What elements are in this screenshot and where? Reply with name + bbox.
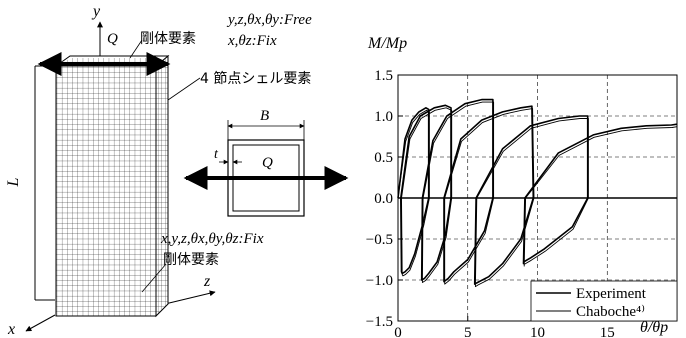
x-tick-label: 0 [394,325,402,338]
y-tick-label: 1.5 [374,68,393,84]
chart-curves [397,98,678,288]
chart-ticks: 1.5 1.0 0.5 0.0 −0.5 −1.0 −1.50 5 10 15 [366,68,615,338]
axis-y-label: y [91,3,101,20]
top-bc-fix: x,θz:Fix [227,33,277,49]
shell-element-label: 4 節点シェル要素 [200,70,311,87]
legend-box [530,280,678,322]
y-tick-label: −1.5 [366,314,393,330]
y-tick-label: −0.5 [366,232,393,248]
cross-section [183,120,349,217]
axis-x-label: x [7,321,15,338]
rigid-element-top-label: 剛体要素 [140,31,196,47]
leader-shell [167,77,201,101]
length-label: L [5,177,22,187]
length-bracket [34,65,55,301]
chart-legend: Experiment Chaboche⁴⁾ [530,280,678,322]
rigid-element-top [62,58,160,62]
column-side-face [155,54,169,318]
column-front-face [55,65,157,317]
y-tick-label: −1.0 [366,273,393,289]
y-tick-label: 1.0 [374,109,393,125]
section-thickness-label: t [214,147,219,162]
moment-rotation-chart: 1.5 1.0 0.5 0.0 −0.5 −1.0 −1.50 5 10 15 M/Mp θ/θp… [366,35,678,338]
leader-rigid-top [129,39,143,59]
section-width-label: B [260,108,269,124]
legend-label-experiment: Experiment [576,286,647,302]
chart-xlabel: θ/θp [640,319,668,336]
x-tick-label: 15 [600,325,615,338]
section-load-label: Q [262,155,273,171]
y-tick-label: 0.5 [374,150,393,166]
load-label-top: Q [107,31,118,47]
bottom-bc-fix: x,y,z,θx,θy,θz:Fix [160,231,264,247]
axis-z-label: z [203,273,211,290]
chart-ylabel: M/Mp [367,35,407,52]
legend-label-chaboche: Chaboche⁴⁾ [576,303,645,320]
top-bc-free: y,z,θx,θy:Free [226,12,312,28]
fe-model: L y z x Q 剛体要素 y,z,θx,θy:Free x,θz:Fix 4… [5,3,349,338]
leader-rigid-bottom [141,263,167,293]
y-tick-label: 0.0 [374,191,393,207]
x-tick-label: 5 [464,325,472,338]
rigid-element-bottom-label: 剛体要素 [163,252,219,268]
x-tick-label: 10 [530,325,545,338]
axis-x [25,314,56,332]
series-chaboche [397,101,678,288]
